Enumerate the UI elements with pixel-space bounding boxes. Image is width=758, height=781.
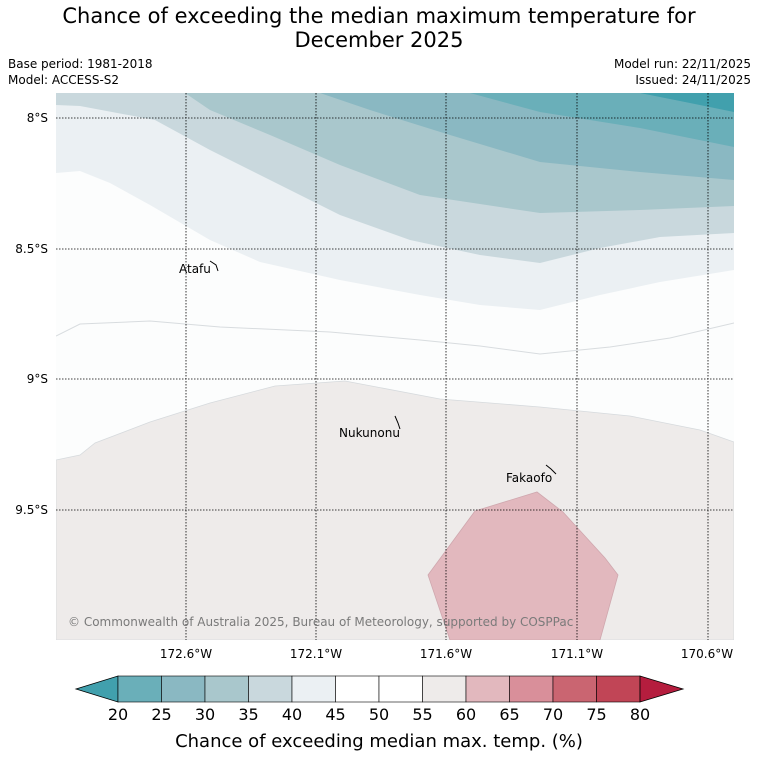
gridlines (56, 93, 734, 640)
copyright-notice: © Commonwealth of Australia 2025, Bureau… (68, 615, 573, 629)
colorbar-label: Chance of exceeding median max. temp. (%… (175, 731, 583, 752)
contour-45 (56, 320, 734, 355)
colorbar-tick-label: 80 (630, 705, 650, 724)
nukunonu-island (394, 415, 401, 430)
colorbar-segment (465, 675, 510, 703)
place-fakaofo: Fakaofo (506, 471, 552, 485)
lon-label-172.1: 172.1°W (290, 647, 342, 661)
band-below-20 (640, 93, 734, 112)
colorbar-segment (552, 675, 597, 703)
colorbar-segment (596, 675, 641, 703)
colorbar-segment (117, 675, 162, 703)
colorbar-tick-label: 30 (195, 705, 215, 724)
place-atafu: Atafu (179, 262, 211, 276)
band-60-65 (427, 491, 619, 640)
meta-left: Base period: 1981-2018 Model: ACCESS-S2 (8, 56, 153, 88)
colorbar (74, 675, 685, 703)
colorbar-extend-high (639, 675, 685, 703)
meta-right: Model run: 22/11/2025 Issued: 24/11/2025 (614, 56, 751, 88)
lon-label-170.6: 170.6°W (681, 647, 733, 661)
colorbar-segment (335, 675, 380, 703)
lon-axis: 172.6°W 172.1°W 171.6°W 171.1°W 170.6°W (160, 647, 733, 661)
fakaofo-island (545, 464, 557, 475)
colorbar-tick-label: 75 (586, 705, 606, 724)
map-title: Chance of exceeding the median maximum t… (0, 4, 758, 52)
map-area: Atafu Nukunonu Fakaofo © Commonwealth of… (56, 93, 734, 640)
atafu-island (209, 260, 219, 272)
band-20-25 (470, 93, 734, 147)
colorbar-segment (509, 675, 554, 703)
lat-label-8: 8°S (27, 111, 48, 125)
colorbar-segment (291, 675, 336, 703)
colorbar-tick-label: 70 (543, 705, 563, 724)
lon-label-171.6: 171.6°W (420, 647, 472, 661)
band-55-60 (56, 380, 734, 640)
colorbar-tick-label: 20 (108, 705, 128, 724)
lat-label-8.5: 8.5°S (15, 242, 48, 256)
model-run: Model run: 22/11/2025 (613, 57, 751, 71)
base-period: Base period: 1981-2018 (8, 57, 153, 71)
place-nukunonu: Nukunonu (339, 426, 400, 440)
colorbar-tick-label: 25 (151, 705, 171, 724)
lon-label-171.1: 171.1°W (551, 647, 603, 661)
colorbar-segment (161, 675, 206, 703)
lat-label-9: 9°S (27, 372, 48, 386)
title-line-1: Chance of exceeding the median maximum t… (62, 4, 696, 28)
colorbar-tick-label: 60 (456, 705, 476, 724)
colorbar-tick-label: 50 (369, 705, 389, 724)
colorbar-extend-low (74, 675, 119, 703)
colorbar-tick-label: 45 (325, 705, 345, 724)
colorbar-ticks: 20 25 30 35 40 45 50 55 60 65 70 75 80 (108, 705, 650, 724)
lat-label-9.5: 9.5°S (15, 503, 48, 517)
model-name: Model: ACCESS-S2 (8, 73, 120, 87)
lon-label-172.6: 172.6°W (160, 647, 212, 661)
colorbar-tick-label: 35 (238, 705, 258, 724)
colorbar-tick-label: 55 (412, 705, 432, 724)
colorbar-segment (378, 675, 423, 703)
colorbar-segment (422, 675, 467, 703)
colorbar-segment (204, 675, 249, 703)
colorbar-segment (248, 675, 293, 703)
lat-axis: 8°S 8.5°S 9°S 9.5°S (15, 111, 48, 517)
colorbar-tick-label: 65 (499, 705, 519, 724)
colorbar-tick-label: 40 (282, 705, 302, 724)
issued-date: Issued: 24/11/2025 (635, 73, 751, 87)
title-line-2: December 2025 (294, 28, 464, 52)
